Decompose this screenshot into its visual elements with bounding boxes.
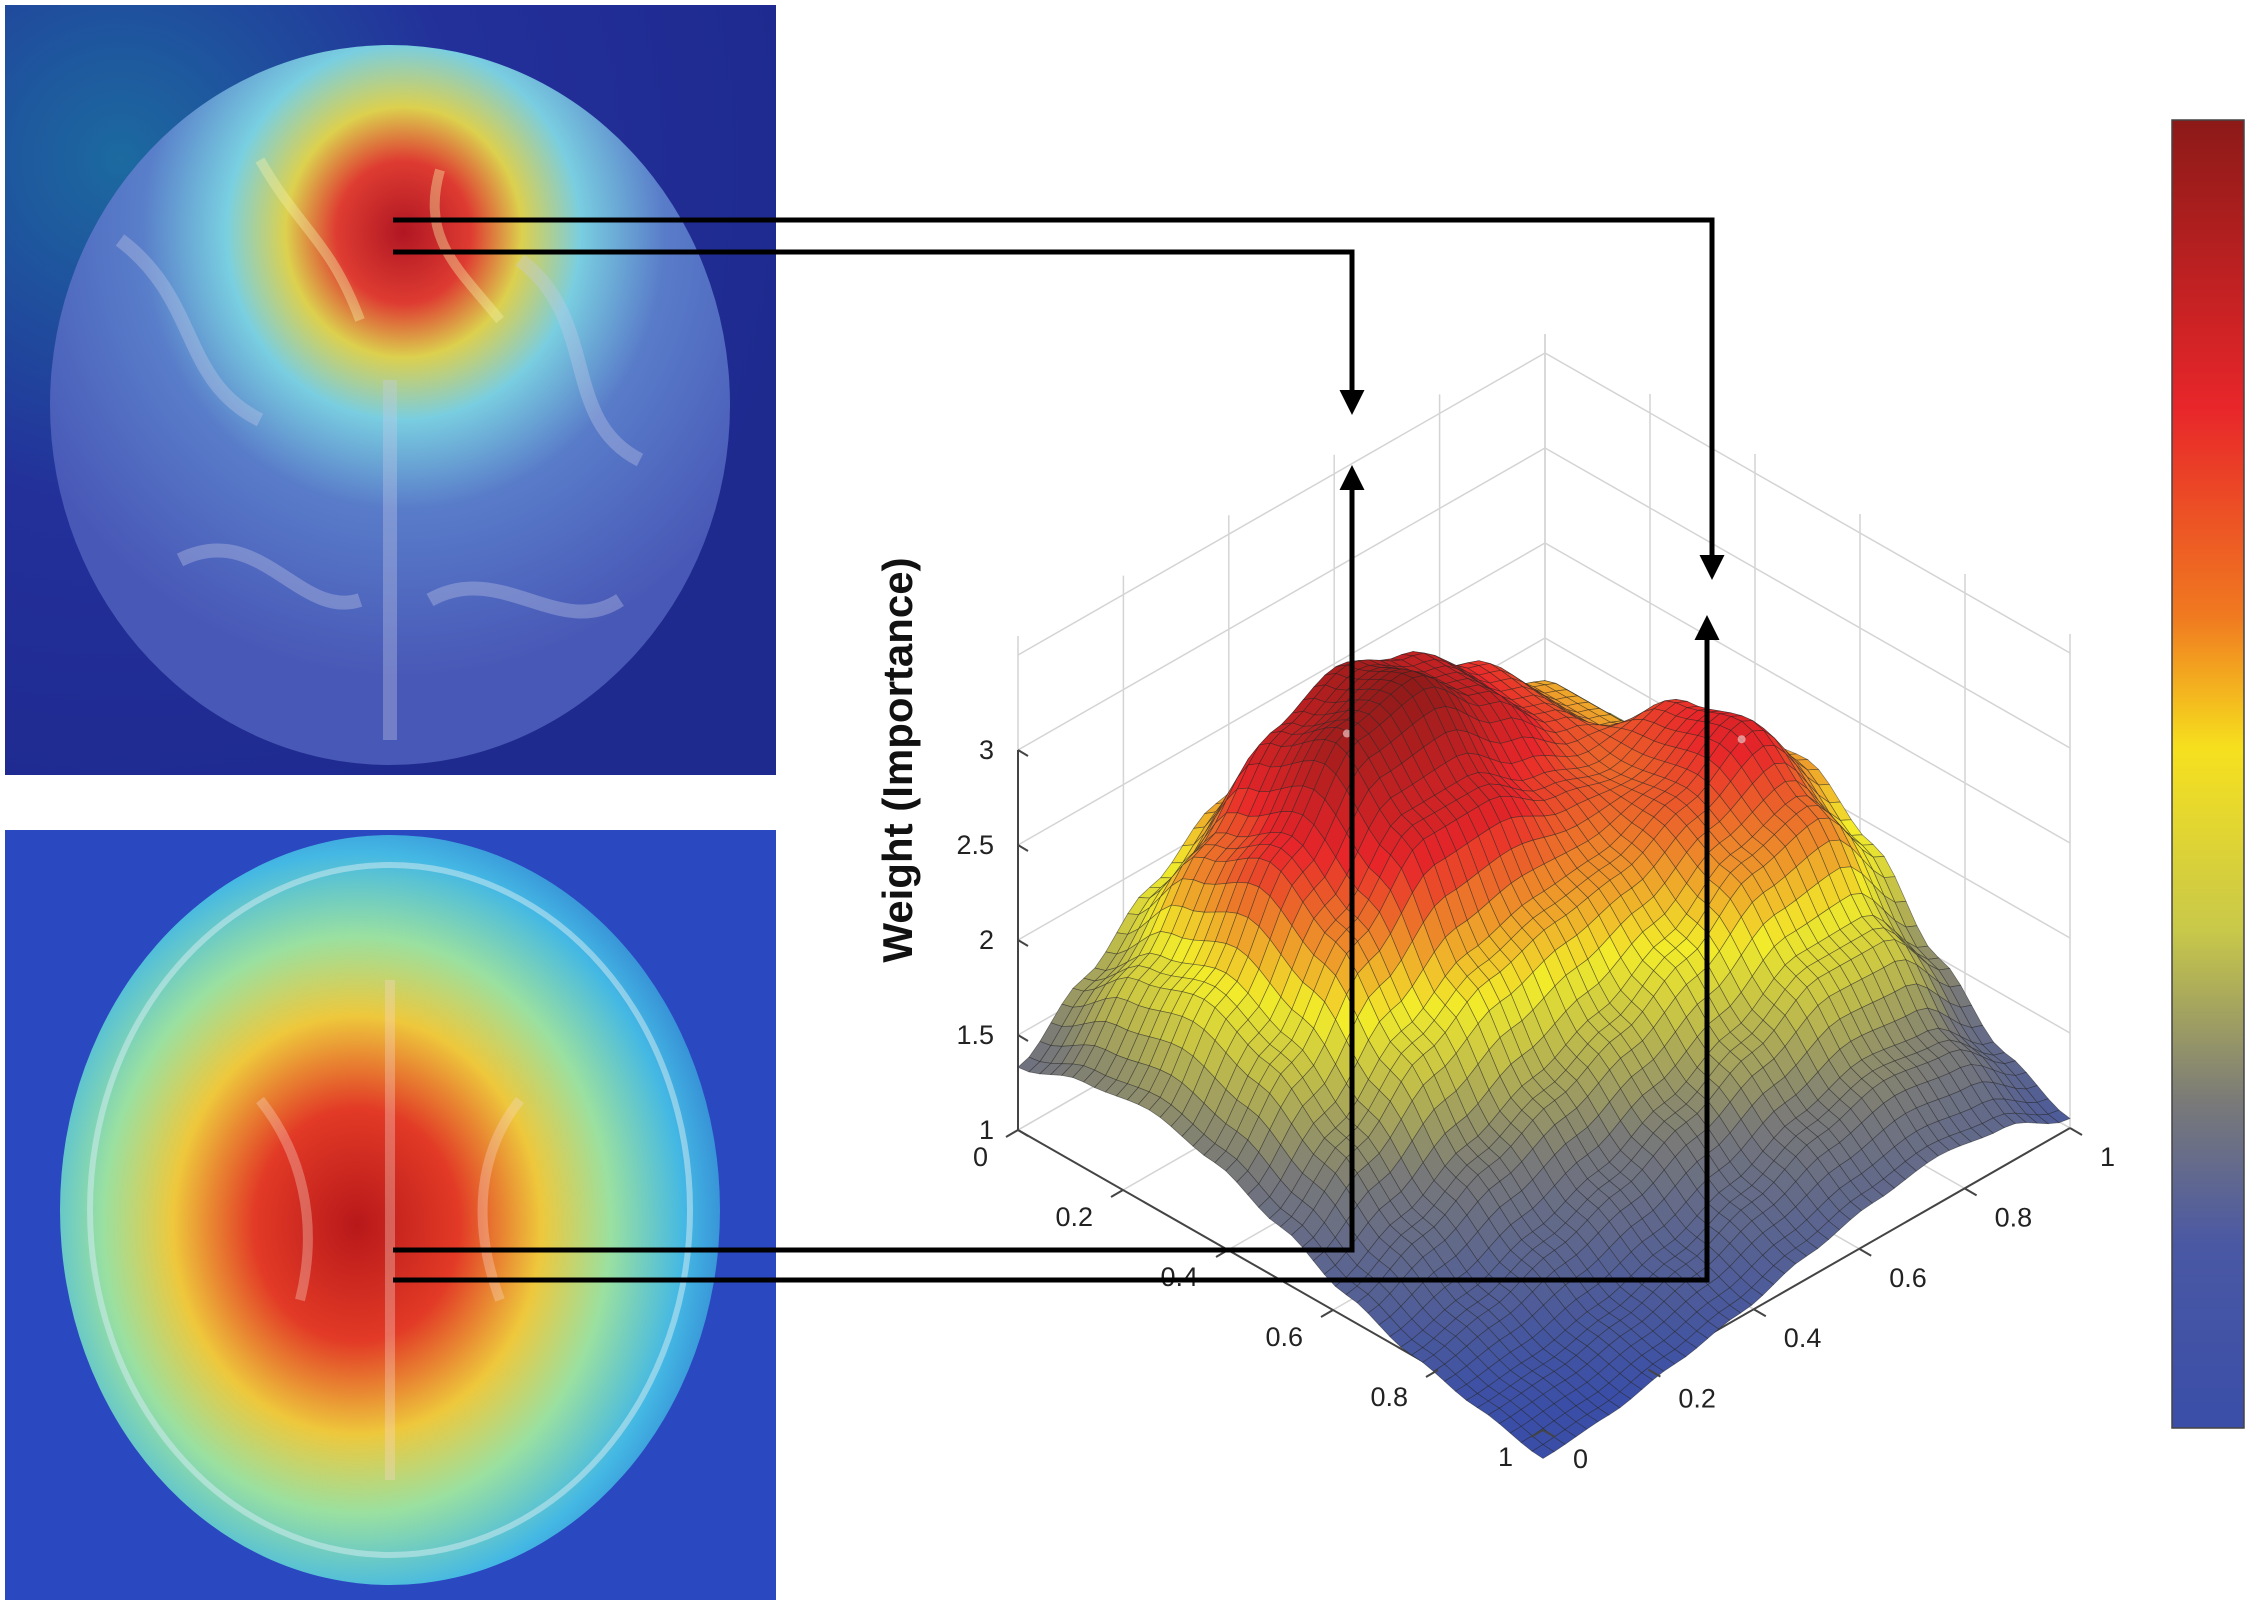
x-tick-label: 0.4 bbox=[1160, 1262, 1198, 1292]
y-tick-mark bbox=[1858, 1247, 1872, 1257]
grid-line bbox=[1017, 447, 2071, 751]
arrow-bottom-to-peak-right bbox=[393, 615, 1720, 1283]
z-tick-mark bbox=[1017, 844, 1029, 852]
x-tick-mark bbox=[1530, 1429, 1544, 1438]
y-tick-label: 1 bbox=[2100, 1142, 2115, 1172]
y-tick-mark bbox=[1647, 1368, 1661, 1378]
x-tick-mark bbox=[1005, 1129, 1019, 1138]
connector-arrows bbox=[393, 217, 1725, 1283]
x-tick-label: 1 bbox=[1498, 1442, 1513, 1472]
grid-line bbox=[1017, 352, 2071, 656]
y-tick-label: 0.2 bbox=[1678, 1384, 1716, 1414]
y-tick-label: 0 bbox=[1573, 1444, 1588, 1474]
grid-line bbox=[1017, 542, 2071, 846]
colorbar bbox=[2171, 119, 2245, 1429]
surface-cell bbox=[1531, 1444, 1555, 1459]
axial-brain-heatmap-top bbox=[5, 5, 776, 775]
arrow-top-to-peak-left bbox=[393, 249, 1365, 415]
y-tick-mark bbox=[1542, 1429, 1556, 1438]
x-tick-label: 0.8 bbox=[1370, 1382, 1408, 1412]
axial-brain-heatmap-bottom bbox=[5, 830, 776, 1600]
surface-mesh bbox=[1017, 651, 2071, 1459]
z-tick-mark bbox=[1017, 1129, 1029, 1137]
x-tick-label: 0.2 bbox=[1055, 1202, 1093, 1232]
z-tick-label: 2.5 bbox=[956, 830, 994, 860]
y-tick-mark bbox=[1753, 1308, 1767, 1318]
x-tick-mark bbox=[1320, 1309, 1334, 1318]
y-tick-mark bbox=[1964, 1187, 1978, 1197]
y-tick-mark bbox=[2069, 1127, 2083, 1136]
arrow-bottom-to-peak-left bbox=[393, 465, 1365, 1253]
x-tick-label: 0 bbox=[973, 1142, 988, 1172]
z-tick-label: 1 bbox=[979, 1115, 994, 1145]
x-tick-label: 0.6 bbox=[1265, 1322, 1303, 1352]
z-tick-label: 2 bbox=[979, 925, 994, 955]
peak-highlight-1 bbox=[1342, 729, 1351, 738]
x-tick-mark bbox=[1110, 1189, 1124, 1198]
z-tick-mark bbox=[1017, 749, 1029, 757]
y-tick-label: 0.4 bbox=[1784, 1323, 1822, 1353]
z-tick-label: 3 bbox=[979, 735, 994, 765]
peak-highlight-2 bbox=[1737, 735, 1746, 744]
y-tick-label: 0.6 bbox=[1889, 1263, 1927, 1293]
y-tick-label: 0.8 bbox=[1995, 1202, 2033, 1232]
x-tick-mark bbox=[1425, 1369, 1439, 1378]
z-tick-mark bbox=[1017, 1034, 1029, 1042]
z-axis-title: Weight (Importance) bbox=[874, 557, 921, 962]
z-tick-mark bbox=[1017, 939, 1029, 947]
z-tick-label: 1.5 bbox=[956, 1020, 994, 1050]
arrow-top-to-peak-right bbox=[393, 217, 1725, 580]
